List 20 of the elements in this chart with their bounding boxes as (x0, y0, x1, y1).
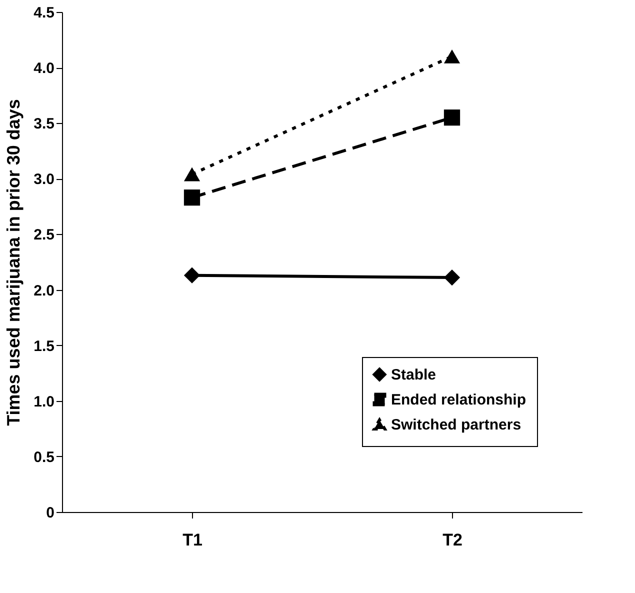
y-tick-label: 4.0 (34, 60, 54, 78)
y-tick-label: 1.5 (34, 338, 54, 355)
x-tick-label: T2 (442, 530, 462, 550)
y-tick-label: 3.0 (34, 171, 54, 188)
y-tick-label: 0.5 (34, 448, 54, 466)
legend-label: Ended relationship (391, 392, 526, 408)
y-axis-title: Times used marijuana in prior 30 days (4, 99, 24, 426)
legend-label: Stable (391, 366, 436, 384)
y-tick-label: 3.5 (34, 116, 54, 133)
legend-label: Switched partners (391, 416, 522, 434)
y-tick-label: 0 (46, 504, 54, 522)
y-tick-label: 1.0 (34, 393, 54, 410)
point (444, 269, 460, 286)
y-tick-label: 2.5 (34, 226, 54, 244)
point (184, 267, 200, 284)
point (184, 189, 200, 206)
point (444, 109, 460, 126)
y-tick-label: 4.5 (34, 4, 54, 22)
y-tick-label: 2.0 (34, 282, 54, 300)
x-tick-label: T1 (182, 530, 202, 550)
